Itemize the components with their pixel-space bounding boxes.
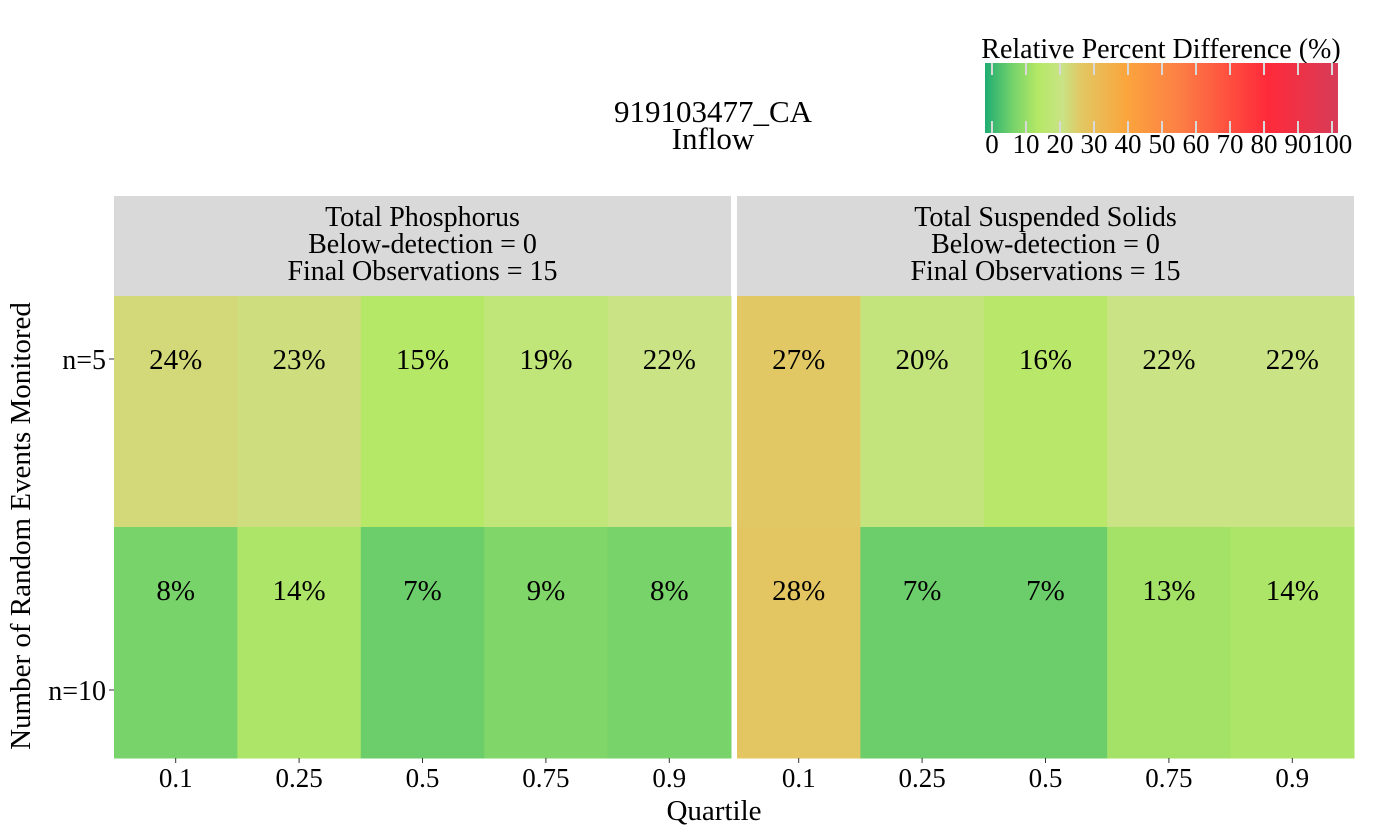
- legend-tick-label: 90: [1285, 129, 1312, 159]
- color-legend: Relative Percent Difference (%) 0 10 20 30 4…: [981, 34, 1352, 159]
- heatmap-cell: [607, 527, 732, 759]
- legend-tick-label: 50: [1149, 129, 1176, 159]
- legend-tick-label: 0: [985, 129, 999, 159]
- cell-value-label: 7%: [903, 575, 942, 607]
- x-tick-label: 0.1: [782, 763, 816, 793]
- heatmap-cell: [114, 527, 238, 759]
- y-axis-label: Number of Random Events Monitored: [5, 302, 37, 750]
- y-tick-label: n=10: [48, 676, 106, 707]
- legend-tick-label: 40: [1115, 129, 1142, 159]
- heatmap-cell: [484, 296, 609, 528]
- heatmap-cell: [360, 296, 485, 528]
- x-tick-label: 0.75: [522, 763, 569, 793]
- cell-value-label: 24%: [149, 344, 202, 376]
- chart-title: 919103477_CA: [614, 94, 813, 129]
- chart-subtitle: Inflow: [672, 121, 755, 156]
- heatmap-cell: [607, 296, 732, 528]
- heatmap-cell: [1230, 296, 1355, 528]
- facet-strip-label: Below-detection = 0: [308, 229, 537, 260]
- x-tick-label: 0.25: [275, 763, 322, 793]
- x-axis-label: Quartile: [666, 795, 761, 827]
- heatmap-cell: [237, 527, 362, 759]
- x-tick-label: 0.9: [652, 763, 686, 793]
- cell-value-label: 9%: [527, 575, 566, 607]
- facet-strip-label: Final Observations = 15: [910, 256, 1180, 287]
- facet-strip-label: Total Phosphorus: [325, 202, 520, 233]
- cell-value-label: 22%: [1266, 344, 1319, 376]
- cell-value-label: 28%: [772, 575, 825, 607]
- cell-value-label: 22%: [643, 344, 696, 376]
- x-tick-label: 0.75: [1145, 763, 1192, 793]
- heatmap-cell: [114, 296, 238, 528]
- facet-strip-label: Total Suspended Solids: [914, 202, 1177, 233]
- cell-value-label: 27%: [772, 344, 825, 376]
- y-tick-label: n=5: [62, 345, 106, 376]
- x-tick-label: 0.5: [1029, 763, 1063, 793]
- cell-value-label: 15%: [396, 344, 449, 376]
- heatmap-cell: [860, 296, 985, 528]
- legend-tick-label: 30: [1081, 129, 1108, 159]
- facet-strip: [114, 196, 731, 296]
- legend-title: Relative Percent Difference (%): [981, 34, 1340, 65]
- cell-value-label: 14%: [273, 575, 326, 607]
- heatmap-cell: [983, 296, 1108, 528]
- heatmap-cell: [1230, 527, 1355, 759]
- heatmap-cell: [983, 527, 1108, 759]
- legend-tick-label: 70: [1217, 129, 1244, 159]
- cell-value-label: 22%: [1142, 344, 1195, 376]
- legend-tick-label: 80: [1251, 129, 1278, 159]
- cell-value-label: 7%: [403, 575, 442, 607]
- heatmap-cell: [737, 296, 861, 528]
- heatmap-cell: [1107, 527, 1232, 759]
- legend-tick-label: 60: [1183, 129, 1210, 159]
- cell-value-label: 14%: [1266, 575, 1319, 607]
- cell-value-label: 20%: [896, 344, 949, 376]
- x-tick-label: 0.9: [1275, 763, 1309, 793]
- cell-value-label: 8%: [156, 575, 195, 607]
- legend-tick-label: 100: [1312, 129, 1353, 159]
- x-tick-label: 0.1: [159, 763, 193, 793]
- cell-value-label: 8%: [650, 575, 689, 607]
- facet-strip-label: Final Observations = 15: [287, 256, 557, 287]
- legend-tick-label: 10: [1013, 129, 1040, 159]
- heatmap-cell: [237, 296, 362, 528]
- heatmap-cell: [1107, 296, 1232, 528]
- cell-value-label: 23%: [273, 344, 326, 376]
- cell-value-label: 19%: [519, 344, 572, 376]
- y-axis-ticks: n=5 n=10: [48, 345, 114, 707]
- cell-value-label: 13%: [1142, 575, 1195, 607]
- legend-tick-label: 20: [1047, 129, 1074, 159]
- legend-ticks: 0 10 20 30 40 50 60 70 80 90 100: [985, 63, 1352, 159]
- facet-strip-label: Below-detection = 0: [931, 229, 1160, 260]
- cell-value-label: 16%: [1019, 344, 1072, 376]
- heatmap-cell: [484, 527, 609, 759]
- x-tick-label: 0.25: [898, 763, 945, 793]
- heatmap-cell: [860, 527, 985, 759]
- heatmap-cell: [360, 527, 485, 759]
- facet-strip: [737, 196, 1354, 296]
- heatmap-cell: [737, 527, 861, 759]
- cell-value-label: 7%: [1026, 575, 1065, 607]
- x-tick-label: 0.5: [406, 763, 440, 793]
